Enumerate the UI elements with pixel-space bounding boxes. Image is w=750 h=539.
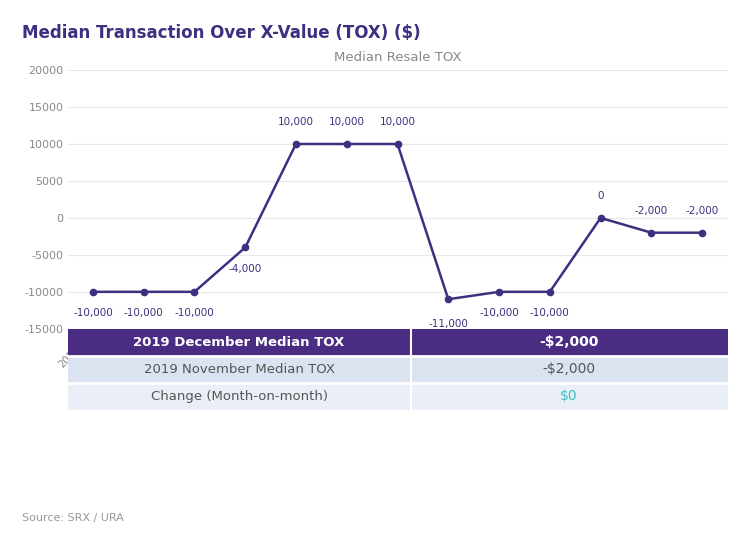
Bar [68, 356, 728, 383]
Text: -10,000: -10,000 [530, 308, 570, 319]
Bar [68, 329, 728, 356]
Text: -$2,000: -$2,000 [542, 362, 596, 376]
Text: -4,000: -4,000 [229, 264, 262, 274]
Text: -2,000: -2,000 [634, 206, 668, 216]
Text: 0: 0 [597, 191, 604, 201]
Text: -2,000: -2,000 [686, 206, 718, 216]
Text: Change (Month-on-month): Change (Month-on-month) [151, 390, 328, 403]
Text: -11,000: -11,000 [428, 319, 468, 329]
Text: -10,000: -10,000 [479, 308, 519, 319]
Text: -10,000: -10,000 [175, 308, 214, 319]
Text: 2019 November Median TOX: 2019 November Median TOX [143, 363, 334, 376]
Text: -$2,000: -$2,000 [539, 335, 598, 349]
Text: Median Resale TOX: Median Resale TOX [334, 51, 461, 64]
Text: 2019 December Median TOX: 2019 December Median TOX [134, 336, 345, 349]
Text: 10,000: 10,000 [278, 118, 314, 127]
Text: -10,000: -10,000 [73, 308, 112, 319]
Text: -10,000: -10,000 [124, 308, 164, 319]
Bar [68, 383, 728, 410]
Text: 10,000: 10,000 [380, 118, 416, 127]
Text: Median Transaction Over X-Value (TOX) ($): Median Transaction Over X-Value (TOX) ($… [22, 24, 422, 42]
Text: 10,000: 10,000 [328, 118, 364, 127]
Text: Source: SRX / URA: Source: SRX / URA [22, 513, 125, 523]
Text: $0: $0 [560, 389, 578, 403]
